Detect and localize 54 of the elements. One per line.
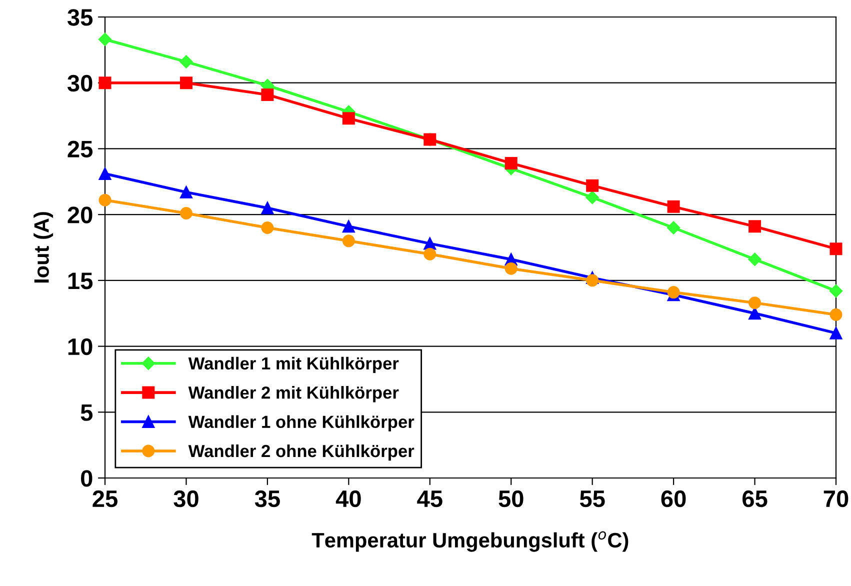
point	[667, 286, 680, 299]
y-tick-label: 5	[80, 404, 93, 421]
point	[748, 252, 762, 266]
point	[424, 248, 436, 260]
point	[261, 202, 274, 214]
y-tick-label: 25	[68, 140, 93, 158]
legend-label: Wandler 1 mit Kühlkörper	[188, 356, 399, 374]
point	[98, 32, 112, 46]
y-tick-label: 30	[67, 74, 92, 92]
legend-label: Wandler 2 mit Kühlkörper	[188, 386, 399, 402]
x-tick-label: 50	[498, 490, 524, 508]
point	[342, 220, 355, 233]
point	[748, 220, 762, 233]
y-tick-label: 15	[68, 272, 93, 290]
x-tick-label: 60	[661, 490, 686, 508]
point	[98, 167, 112, 180]
point	[504, 156, 518, 170]
point	[586, 179, 599, 192]
x-tick-label: 35	[254, 490, 280, 508]
x-tick-label: 70	[824, 490, 848, 508]
point	[180, 186, 192, 198]
point	[586, 190, 599, 204]
y-axis-title: Iout (A)	[34, 212, 54, 283]
x-tick-label: 40	[336, 490, 361, 508]
point	[342, 112, 355, 125]
point	[424, 237, 436, 250]
point	[586, 274, 599, 287]
y-tick-label: 10	[68, 338, 92, 356]
point	[180, 55, 193, 68]
legend-label: Wandler 1 ohne Kühlkörper	[188, 415, 414, 432]
x-tick-label: 65	[742, 490, 768, 508]
point	[830, 326, 842, 340]
point	[829, 284, 843, 298]
x-axis-title: Temperatur Umgebungsluft ($^{o}$C)	[312, 531, 628, 552]
point	[504, 262, 518, 275]
y-tick-label: 20	[68, 206, 92, 224]
x-tick-label: 25	[92, 490, 118, 508]
y-tick-label: 35	[67, 9, 93, 26]
point	[98, 194, 112, 206]
point	[666, 221, 680, 234]
legend-label: Wandler 2 ohne Kühlkörper	[188, 444, 414, 461]
point	[748, 296, 762, 310]
point	[342, 234, 355, 248]
x-tick-label: 55	[580, 490, 605, 508]
x-tick-label: 45	[417, 490, 442, 508]
point	[830, 242, 842, 256]
point	[830, 308, 842, 321]
point	[180, 76, 192, 90]
point	[261, 88, 274, 101]
point	[667, 200, 680, 213]
point	[261, 221, 274, 234]
y-tick-label: 0	[81, 470, 92, 487]
point	[180, 207, 192, 220]
x-tick-label: 30	[174, 490, 198, 508]
